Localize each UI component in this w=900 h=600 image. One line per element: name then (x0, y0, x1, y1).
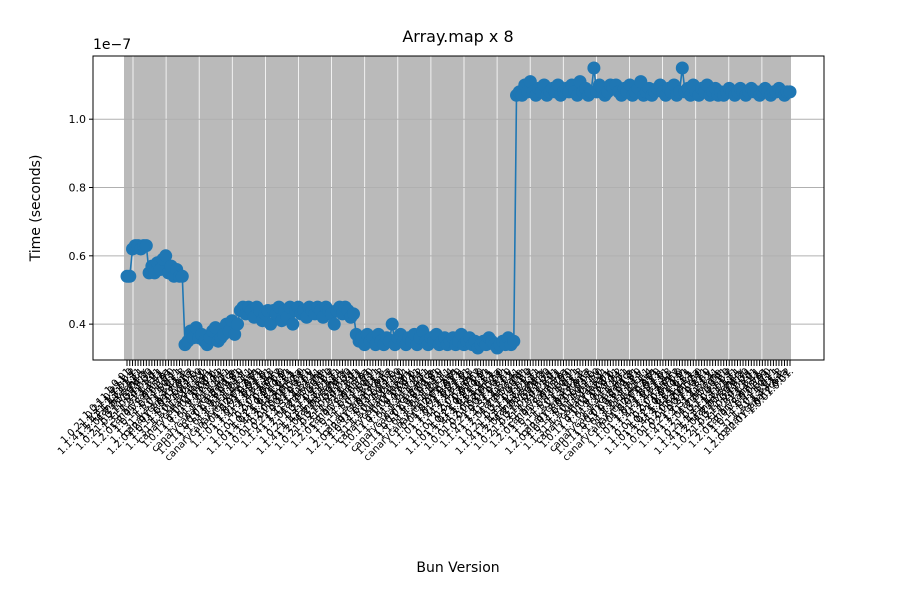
y-tick-label: 0.6 (69, 250, 87, 263)
x-tick-labels: 1.0.011.0.11.0.11.01.0.21.0.21.0.21.0.21… (56, 360, 796, 464)
data-point (587, 61, 601, 75)
data-point (286, 317, 300, 331)
data-point (264, 317, 278, 331)
y-axis-offset-label: 1e−7 (93, 37, 131, 53)
data-point (385, 317, 399, 331)
data-point (675, 61, 689, 75)
data-point (123, 269, 137, 283)
data-point (783, 85, 797, 99)
y-tick-label: 0.4 (69, 318, 87, 331)
chart-title: Array.map x 8 (402, 27, 513, 46)
x-axis-label: Bun Version (416, 560, 499, 576)
data-point (507, 334, 521, 348)
y-axis-label: Time (seconds) (28, 155, 44, 263)
y-tick-label: 0.8 (69, 182, 87, 195)
data-point (159, 249, 173, 263)
data-point (139, 239, 153, 253)
plot-area: 0.4 0.6 0.8 1.0 (69, 55, 825, 361)
data-point (175, 269, 189, 283)
data-point (228, 327, 242, 341)
data-point (347, 307, 360, 321)
data-point (231, 317, 244, 331)
y-tick-label: 1.0 (69, 113, 87, 126)
data-point (327, 317, 341, 331)
